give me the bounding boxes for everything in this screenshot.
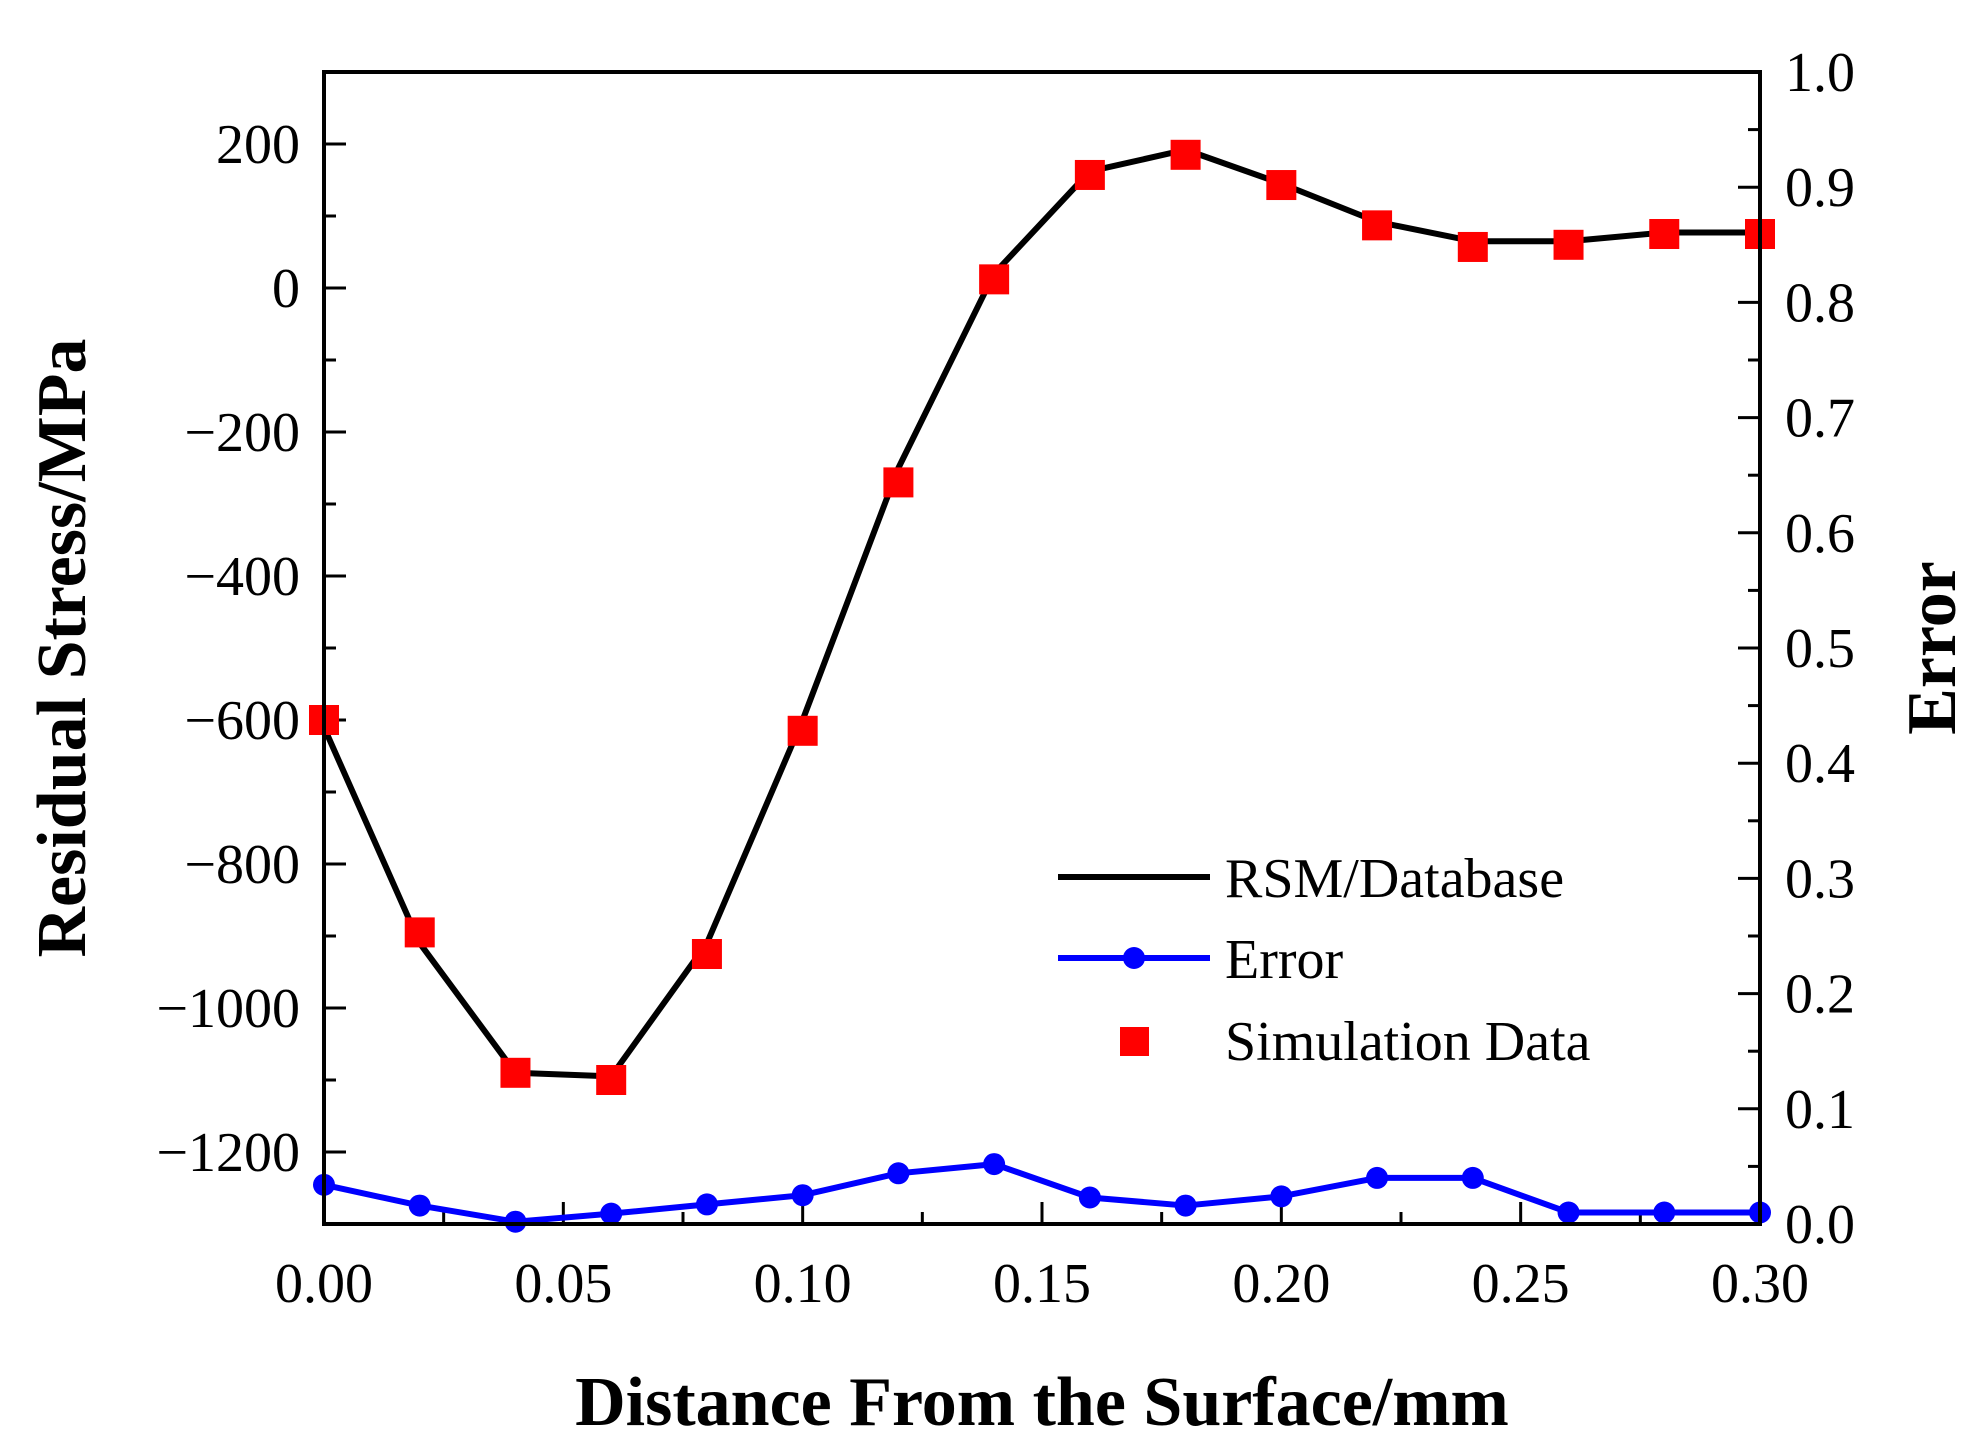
y-tick-label: 0	[272, 258, 300, 320]
simulation-point	[1074, 159, 1105, 190]
y-tick-label: 200	[216, 114, 300, 176]
x-tick-label: 0.00	[275, 1253, 373, 1315]
simulation-point	[1266, 170, 1297, 201]
y2-tick-label: 0.4	[1785, 733, 1855, 795]
series-layer	[309, 139, 1775, 1233]
legend-marker-simulation	[1120, 1027, 1149, 1056]
error-point	[983, 1153, 1006, 1176]
simulation-point	[1553, 229, 1584, 260]
legend-marker-error	[1123, 947, 1145, 969]
y2-tick-label: 0.3	[1785, 848, 1855, 910]
x-tick-label: 0.05	[514, 1253, 612, 1315]
series-line-error	[323, 1161, 1760, 1225]
x-tick-label: 0.30	[1711, 1253, 1809, 1315]
legend-label-simulation: Simulation Data	[1225, 1011, 1591, 1073]
legend: RSM/Database Error Simulation Data	[1058, 848, 1591, 1073]
simulation-point	[1649, 219, 1680, 249]
simulation-point	[883, 467, 914, 498]
error-point	[600, 1202, 623, 1225]
y2-tick-label: 0.0	[1785, 1194, 1855, 1256]
error-point	[408, 1194, 431, 1217]
simulation-point	[979, 264, 1010, 295]
error-point	[695, 1193, 718, 1216]
y-tick-label: −800	[184, 834, 300, 896]
plot-frame	[322, 70, 1762, 1226]
x-tick-label: 0.20	[1232, 1253, 1330, 1315]
tick-labels-layer: 0.00 0.05 0.10 0.15 0.20 0.25 0.30 200 0 −200 −400…	[156, 42, 1855, 1315]
y2-tick-label: 0.5	[1785, 618, 1855, 680]
error-point	[791, 1184, 814, 1207]
y2-tick-label: 0.1	[1785, 1079, 1855, 1141]
simulation-point	[691, 939, 722, 969]
legend-label-error: Error	[1225, 929, 1344, 991]
simulation-point	[404, 917, 435, 948]
error-point	[1366, 1166, 1389, 1189]
error-point	[887, 1162, 910, 1185]
y2-tick-label: 0.9	[1785, 157, 1855, 219]
simulation-point	[1170, 139, 1201, 170]
y2-tick-label: 0.7	[1785, 388, 1855, 450]
y-tick-label: −400	[184, 546, 300, 608]
error-point	[504, 1210, 527, 1233]
y2-tick-label: 1.0	[1785, 42, 1855, 104]
y-tick-label: −1000	[156, 978, 300, 1040]
y2-axis-title: Error	[1894, 561, 1971, 735]
y2-tick-label: 0.8	[1785, 272, 1855, 334]
x-tick-label: 0.25	[1472, 1253, 1570, 1315]
x-tick-label: 0.10	[754, 1253, 852, 1315]
simulation-point	[1362, 210, 1393, 241]
y2-tick-label: 0.6	[1785, 503, 1855, 565]
simulation-point	[787, 715, 818, 746]
error-point	[1461, 1166, 1484, 1189]
x-axis-title: Distance From the Surface/mm	[575, 1364, 1509, 1441]
x-tick-label: 0.15	[993, 1253, 1091, 1315]
y2-tick-label: 0.2	[1785, 964, 1855, 1026]
y-tick-label: −200	[184, 402, 300, 464]
simulation-point	[1457, 231, 1488, 262]
simulation-point	[596, 1065, 627, 1095]
error-point	[1174, 1194, 1197, 1217]
error-point	[1653, 1201, 1676, 1224]
error-point	[1557, 1201, 1580, 1224]
legend-label-rsm: RSM/Database	[1225, 848, 1564, 910]
y-axis-title: Residual Stress/MPa	[24, 339, 101, 958]
simulation-point	[500, 1057, 531, 1088]
series-line-rsm-database	[321, 146, 1760, 1080]
y-tick-label: −1200	[156, 1122, 300, 1184]
y-tick-label: −600	[184, 690, 300, 752]
error-point	[1270, 1185, 1293, 1208]
error-point	[1078, 1186, 1101, 1209]
